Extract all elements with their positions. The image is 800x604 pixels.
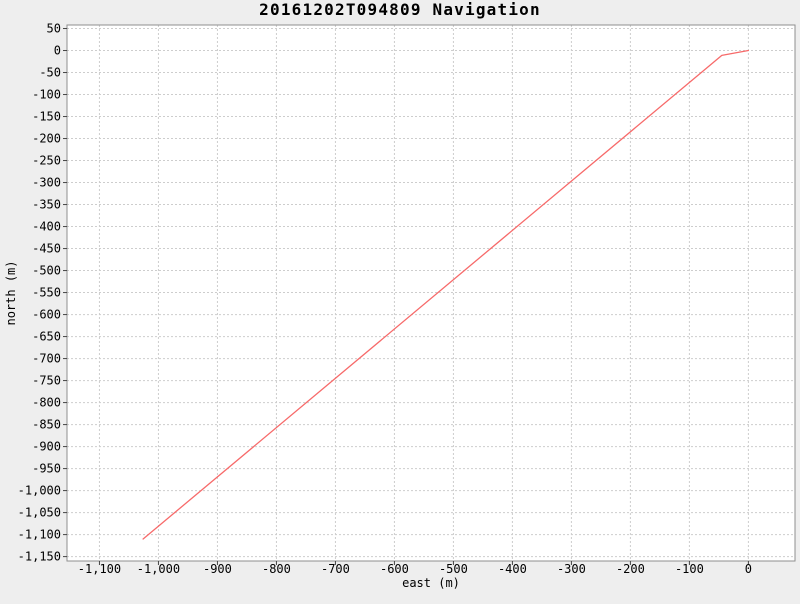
y-axis-label: north (m) xyxy=(4,260,18,325)
x-tick-label: 0 xyxy=(745,562,752,576)
y-tick-label: -1,050 xyxy=(18,506,61,520)
y-tick-label: -650 xyxy=(32,330,61,344)
y-tick-label: -850 xyxy=(32,418,61,432)
x-tick-label: -300 xyxy=(557,562,586,576)
x-tick-label: -900 xyxy=(203,562,232,576)
y-tick-label: -450 xyxy=(32,242,61,256)
y-tick-label: -1,100 xyxy=(18,528,61,542)
y-tick-label: -400 xyxy=(32,220,61,234)
y-tick-label: -1,150 xyxy=(18,550,61,564)
x-tick-label: -1,100 xyxy=(78,562,121,576)
x-tick-label: -600 xyxy=(380,562,409,576)
y-tick-label: -1,000 xyxy=(18,484,61,498)
series-layer xyxy=(142,49,750,540)
y-tick-label: -200 xyxy=(32,132,61,146)
y-tick-label: -950 xyxy=(32,462,61,476)
y-tick-label: -750 xyxy=(32,374,61,388)
y-tick-label: -250 xyxy=(32,154,61,168)
gridlines-layer xyxy=(67,25,795,561)
x-tick-label: -400 xyxy=(498,562,527,576)
y-tick-label: 50 xyxy=(47,22,61,36)
track-line xyxy=(142,49,750,540)
x-tick-label: -100 xyxy=(675,562,704,576)
chart-title: 20161202T094809 Navigation xyxy=(259,0,541,19)
y-tick-label: -900 xyxy=(32,440,61,454)
x-axis-label: east (m) xyxy=(402,576,460,590)
x-tick-label: -800 xyxy=(262,562,291,576)
y-tick-label: -550 xyxy=(32,286,61,300)
y-tick-label: 0 xyxy=(54,44,61,58)
y-tick-label: -800 xyxy=(32,396,61,410)
y-tick-label: -700 xyxy=(32,352,61,366)
x-tick-label: -700 xyxy=(321,562,350,576)
x-tick-label: -1,000 xyxy=(137,562,180,576)
x-tick-label: -500 xyxy=(439,562,468,576)
y-tick-label: -600 xyxy=(32,308,61,322)
y-tick-label: -350 xyxy=(32,198,61,212)
y-tick-label: -300 xyxy=(32,176,61,190)
y-tick-label: -50 xyxy=(39,66,61,80)
y-tick-label: -150 xyxy=(32,110,61,124)
y-tick-label: -500 xyxy=(32,264,61,278)
axes-layer: -1,100 -1,000 -900 -800 -700 -600 -500 -400 -300… xyxy=(18,22,752,576)
x-tick-label: -200 xyxy=(616,562,645,576)
y-tick-label: -100 xyxy=(32,88,61,102)
